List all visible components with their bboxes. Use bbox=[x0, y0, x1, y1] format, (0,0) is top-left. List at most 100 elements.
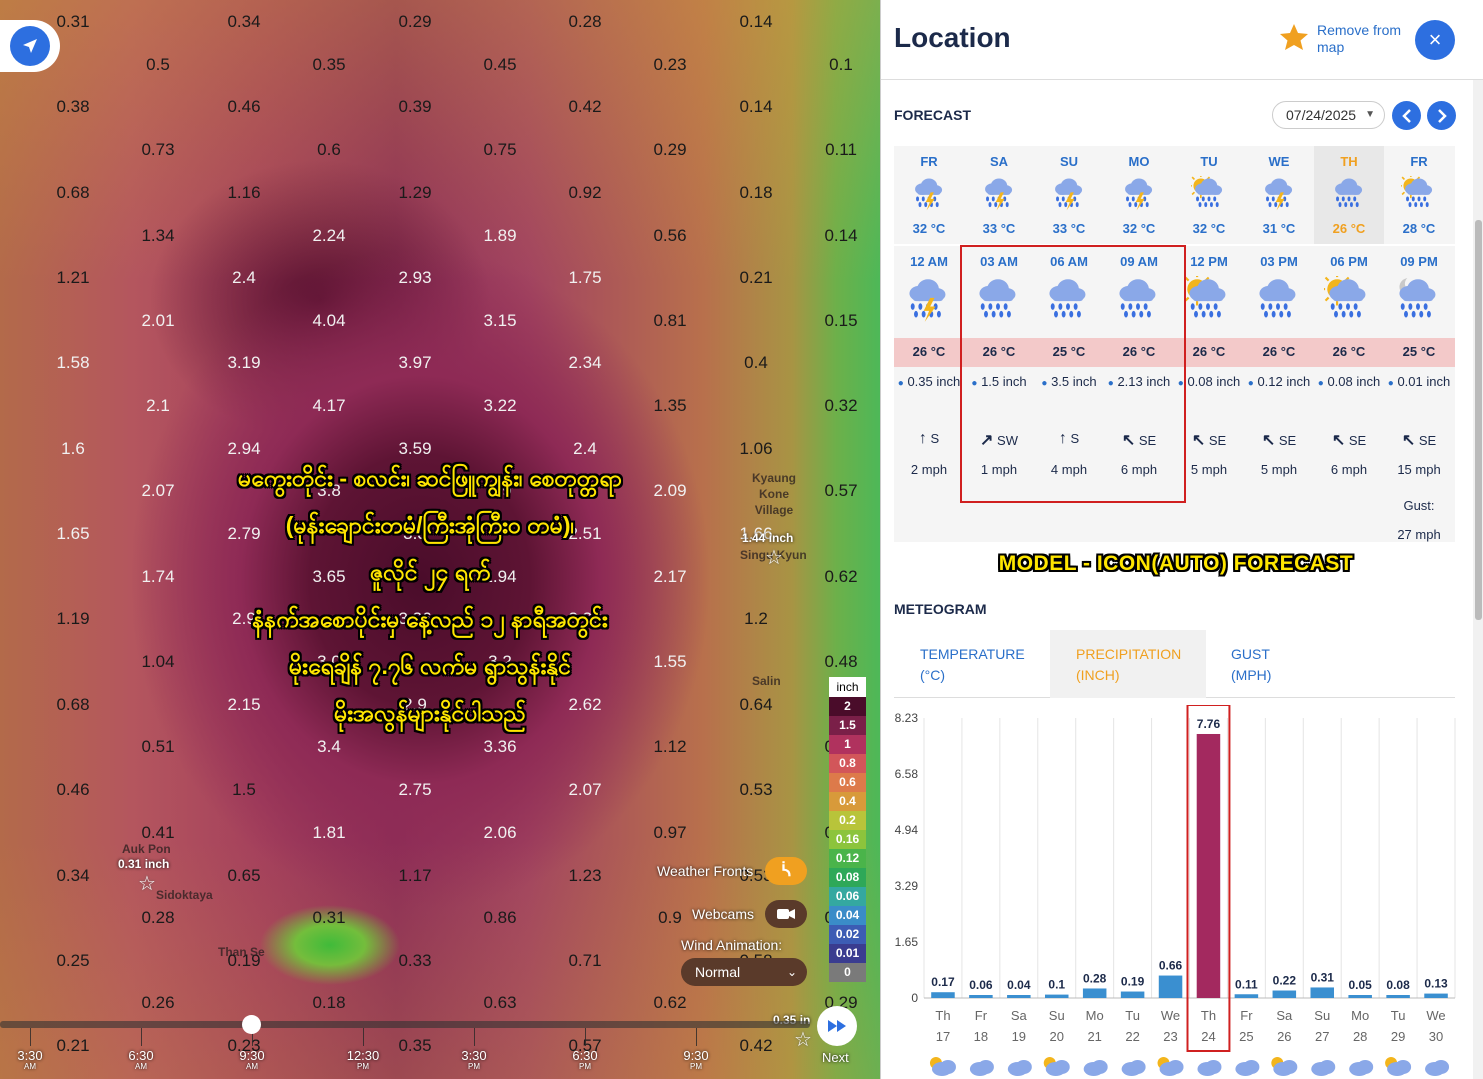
place-star-icon[interactable]: ☆ bbox=[794, 1029, 812, 1051]
day-temperature: 32 °C bbox=[1192, 221, 1226, 236]
scrollbar-thumb[interactable] bbox=[1475, 220, 1482, 620]
grid-value: 1.23 bbox=[568, 866, 602, 885]
day-name: SA bbox=[989, 154, 1009, 169]
hour-precipitation: ● 0.35 inch bbox=[894, 374, 964, 389]
chart-bar[interactable] bbox=[1196, 733, 1221, 998]
remove-from-map-link[interactable]: Remove from map bbox=[1317, 22, 1402, 55]
hour-column[interactable]: 06 PM 26 °C ● 0.08 inch ↖ SE 6 mph bbox=[1314, 246, 1384, 542]
place-star-icon[interactable]: ☆ bbox=[138, 873, 156, 895]
chart-bar[interactable] bbox=[1120, 991, 1145, 998]
storm-icon bbox=[1121, 176, 1157, 217]
day-column[interactable]: SA 33 °C bbox=[964, 146, 1034, 244]
chart-bar[interactable] bbox=[1310, 987, 1335, 998]
hour-wind-direction: ↖ SE bbox=[1174, 430, 1244, 450]
bar-value-label: 0.1 bbox=[1048, 978, 1065, 992]
timeline-label[interactable]: 9:30 PM bbox=[683, 1049, 708, 1072]
locate-button[interactable] bbox=[0, 20, 60, 72]
day-column[interactable]: WE 31 °C bbox=[1244, 146, 1314, 244]
hour-time: 06 AM bbox=[1050, 254, 1088, 269]
timeline-label[interactable]: 3:30 AM bbox=[17, 1049, 42, 1072]
day-column[interactable]: FR 28 °C bbox=[1384, 146, 1454, 244]
tab-precipitation[interactable]: PRECIPITATION (INCH) bbox=[1050, 630, 1206, 698]
chart-bar[interactable] bbox=[1044, 994, 1069, 998]
raindrop-icon: ● bbox=[1387, 378, 1394, 389]
day-column[interactable]: MO 32 °C bbox=[1104, 146, 1174, 244]
legend-step: 0.01 bbox=[829, 944, 866, 963]
chart-bar[interactable] bbox=[931, 992, 955, 998]
grid-value: 0.42 bbox=[568, 97, 602, 116]
timeline-label[interactable]: 9:30 AM bbox=[239, 1049, 264, 1072]
day-temperature: 28 °C bbox=[1402, 221, 1436, 236]
x-tick-day: We bbox=[1161, 1008, 1180, 1023]
panel-scrollbar[interactable] bbox=[1473, 80, 1483, 1079]
close-button[interactable]: × bbox=[1415, 20, 1455, 60]
chart-bar[interactable] bbox=[1424, 993, 1448, 998]
grid-value: 0.68 bbox=[56, 695, 90, 714]
day-column[interactable]: TU 32 °C bbox=[1174, 146, 1244, 244]
next-button[interactable] bbox=[817, 1006, 857, 1046]
wind-arrow-icon: ↖ bbox=[1191, 432, 1206, 449]
timeline-track[interactable] bbox=[0, 1021, 810, 1028]
hour-column[interactable]: 12 PM 26 °C ● 0.08 inch ↖ SE 5 mph bbox=[1174, 246, 1244, 542]
wind-dir: SE bbox=[1348, 433, 1367, 448]
chart-bar[interactable] bbox=[1272, 990, 1297, 998]
chart-bar[interactable] bbox=[1234, 994, 1259, 998]
timeline-knob[interactable] bbox=[242, 1015, 261, 1034]
timeline-label[interactable]: 6:30 AM bbox=[128, 1049, 153, 1072]
grid-value: 1.16 bbox=[227, 183, 261, 202]
hour-column[interactable]: 03 PM 26 °C ● 0.12 inch ↖ SE 5 mph bbox=[1244, 246, 1314, 542]
x-tick-date: 29 bbox=[1391, 1029, 1405, 1044]
next-day-button[interactable] bbox=[1427, 101, 1456, 130]
hour-wind-direction: ↖ SE bbox=[1104, 430, 1174, 450]
chart-bar[interactable] bbox=[1082, 988, 1107, 998]
bar-value-label: 0.04 bbox=[1007, 978, 1031, 992]
day-column[interactable]: SU 33 °C bbox=[1034, 146, 1104, 244]
day-weather-icon bbox=[929, 1057, 956, 1076]
hour-column[interactable]: 09 AM 26 °C ● 2.13 inch ↖ SE 6 mph bbox=[1104, 246, 1174, 542]
wind-arrow-icon: ↑ bbox=[918, 430, 927, 447]
chart-bar[interactable] bbox=[1348, 995, 1372, 998]
weather-fronts-toggle[interactable]: ᓵ bbox=[765, 857, 807, 885]
chart-bar[interactable] bbox=[1158, 975, 1183, 998]
day-name: WE bbox=[1268, 154, 1290, 169]
timeline-label[interactable]: 12:30 PM bbox=[347, 1049, 380, 1072]
camera-icon bbox=[777, 909, 795, 919]
wind-animation-select[interactable]: Normal ⌄ bbox=[681, 958, 807, 986]
webcams-toggle[interactable] bbox=[765, 900, 807, 928]
hour-wind-speed: 2 mph bbox=[910, 462, 948, 477]
place-star-icon[interactable]: ☆ bbox=[765, 547, 783, 569]
hour-column[interactable]: 09 PM 25 °C ● 0.01 inch ↖ SE 15 mph Gust… bbox=[1384, 246, 1454, 542]
prev-day-button[interactable] bbox=[1392, 101, 1421, 130]
overlay-announcement: မကွေးတိုင်း - စလင်း၊ ဆင်ဖြူကျွန်း၊ စေတုတ… bbox=[170, 455, 690, 737]
model-label: MODEL - ICON(AUTO) FORECAST bbox=[998, 552, 1354, 575]
timeline-label[interactable]: 3:30 PM bbox=[461, 1049, 486, 1072]
tab-gust[interactable]: GUST (MPH) bbox=[1231, 646, 1272, 683]
sun-rain-icon bbox=[1188, 173, 1227, 217]
grid-value: 0.19 bbox=[227, 951, 261, 970]
timeline-label[interactable]: 6:30 PM bbox=[572, 1049, 597, 1072]
weather-map[interactable]: 0.31 0.34 0.29 0.28 0.14 0.5 0.35 0.45 0.23 0.1 0.… bbox=[0, 0, 880, 1079]
chart-bar[interactable] bbox=[1007, 995, 1031, 998]
hour-column[interactable]: 12 AM 26 °C ● 0.35 inch ↑ S 2 mph bbox=[894, 246, 964, 542]
chevron-right-icon bbox=[1437, 108, 1447, 123]
grid-value: 1.58 bbox=[56, 353, 90, 372]
day-column[interactable]: FR 32 °C bbox=[894, 146, 964, 244]
timeline-time: 12:30 bbox=[346, 1048, 380, 1063]
chart-bar[interactable] bbox=[969, 995, 993, 998]
hour-temperature: 25 °C bbox=[1402, 344, 1436, 359]
grid-value: 0.9 bbox=[658, 908, 682, 927]
tab-temperature[interactable]: TEMPERATURE (°C) bbox=[920, 646, 1025, 683]
date-select[interactable]: 07/24/2025 ▼ bbox=[1272, 101, 1385, 129]
y-tick-label: 1.65 bbox=[895, 935, 919, 949]
day-column[interactable]: TH 26 °C bbox=[1314, 146, 1384, 244]
hour-precip-value: 0.08 inch bbox=[1327, 374, 1381, 389]
hour-column[interactable]: 06 AM 25 °C ● 3.5 inch ↑ S 4 mph bbox=[1034, 246, 1104, 542]
grid-value: 0.33 bbox=[398, 951, 432, 970]
chart-bar[interactable] bbox=[1386, 995, 1410, 998]
grid-value: 2.94 bbox=[483, 567, 517, 586]
highlight-box bbox=[960, 245, 1186, 503]
star-icon[interactable] bbox=[1279, 22, 1309, 57]
hour-column[interactable]: 03 AM 26 °C ● 1.5 inch ↗ SW 1 mph bbox=[964, 246, 1034, 542]
hour-gust: Gust: 27 mph bbox=[1384, 491, 1454, 549]
bar-value-label: 0.17 bbox=[931, 975, 955, 989]
